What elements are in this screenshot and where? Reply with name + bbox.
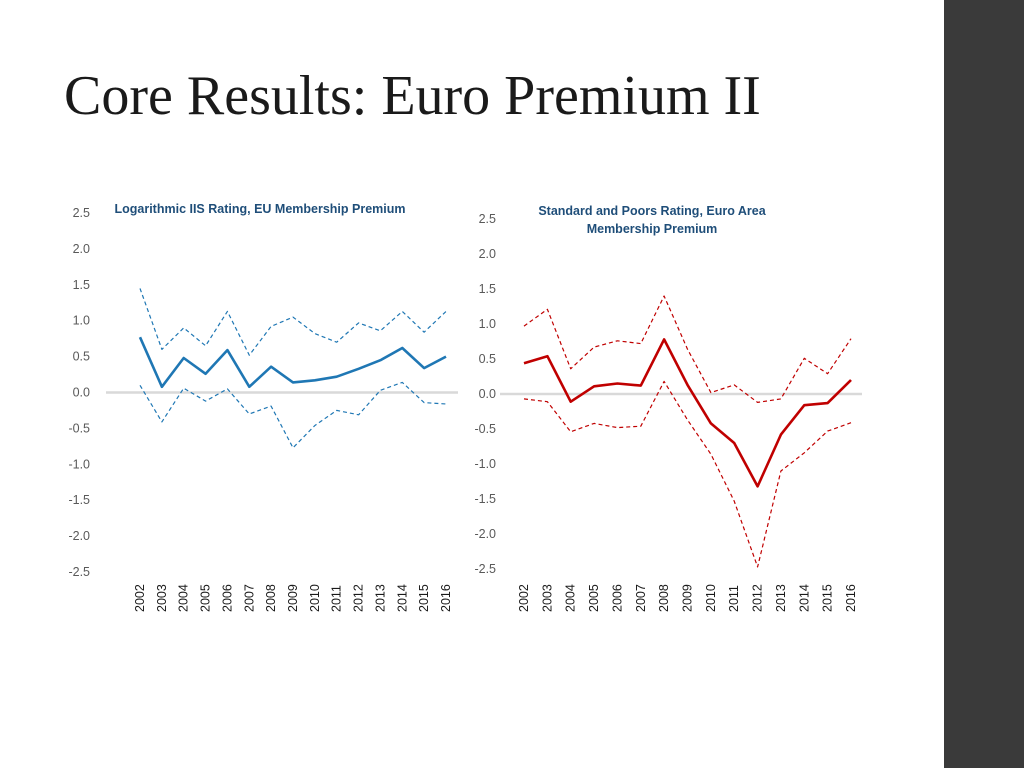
right-y-tick-label: 1.5 (479, 282, 496, 296)
left-y-tick-label: 2.5 (73, 206, 90, 220)
left-y-tick-label: 2.0 (73, 242, 90, 256)
left-x-tick-label: 2011 (330, 585, 344, 612)
right-x-tick-label: 2008 (657, 584, 671, 612)
right-y-tick-label: -0.5 (474, 422, 496, 436)
left-y-tick-label: 1.5 (73, 278, 90, 292)
left-x-tick-label: 2015 (417, 584, 431, 612)
right-x-tick-label: 2002 (517, 584, 531, 612)
left-x-tick-label: 2010 (308, 584, 322, 612)
left-y-tick-label: 0.0 (73, 386, 90, 400)
left-y-tick-label: 1.0 (73, 314, 90, 328)
right-x-tick-label: 2007 (634, 584, 648, 612)
right-x-tick-label: 2006 (610, 584, 624, 612)
right-y-tick-label: 2.5 (479, 212, 496, 226)
left-x-tick-label: 2016 (439, 584, 453, 612)
right-x-tick-label: 2005 (587, 584, 601, 612)
slide-sidebar (944, 0, 1024, 768)
right-y-tick-label: -1.5 (474, 492, 496, 506)
right-y-tick-label: -2.5 (474, 562, 496, 576)
left-chart-title-line: Logarithmic IIS Rating, EU Membership Pr… (114, 202, 405, 216)
right-x-tick-label: 2003 (540, 584, 554, 612)
right-y-tick-label: 1.0 (479, 317, 496, 331)
right-chart-title-line: Membership Premium (587, 222, 718, 236)
left-x-tick-label: 2009 (286, 584, 300, 612)
right-x-tick-label: 2014 (797, 584, 811, 612)
right-x-tick-label: 2004 (564, 584, 578, 612)
left-series-lower-line (139, 381, 447, 449)
left-y-tick-label: -1.0 (68, 457, 90, 471)
right-y-tick-label: 0.5 (479, 352, 496, 366)
right-x-tick-label: 2016 (844, 584, 858, 612)
right-x-tick-label: 2011 (727, 585, 741, 612)
chart-iis-eu-premium: Logarithmic IIS Rating, EU Membership Pr… (68, 202, 458, 612)
slide-title: Core Results: Euro Premium II (64, 65, 761, 127)
left-y-tick-label: -0.5 (68, 421, 90, 435)
right-x-tick-label: 2009 (681, 584, 695, 612)
right-y-tick-label: 2.0 (479, 247, 496, 261)
left-x-tick-label: 2013 (373, 584, 387, 612)
left-y-tick-label: -2.0 (68, 529, 90, 543)
left-x-tick-label: 2014 (395, 584, 409, 612)
left-x-tick-label: 2008 (264, 584, 278, 612)
left-x-tick-label: 2004 (177, 584, 191, 612)
left-x-tick-label: 2006 (220, 584, 234, 612)
left-x-tick-label: 2012 (352, 584, 366, 612)
left-series-upper-line (139, 288, 447, 356)
left-x-tick-label: 2007 (242, 584, 256, 612)
right-chart-title-line: Standard and Poors Rating, Euro Area (538, 204, 766, 218)
right-x-tick-label: 2010 (704, 584, 718, 612)
right-y-tick-label: -1.0 (474, 457, 496, 471)
right-y-tick-label: -2.0 (474, 527, 496, 541)
right-series-upper-line (523, 295, 852, 403)
left-y-tick-label: 0.5 (73, 350, 90, 364)
right-x-tick-label: 2012 (751, 584, 765, 612)
right-series-lower-line (523, 380, 852, 568)
left-y-tick-label: -1.5 (68, 493, 90, 507)
left-series-estimate-line (138, 336, 447, 389)
chart-sp-euro-area-premium: Standard and Poors Rating, Euro Area Memb… (474, 204, 862, 612)
left-y-tick-label: -2.5 (68, 565, 90, 579)
right-y-tick-label: 0.0 (479, 387, 496, 401)
right-series-estimate-line (523, 338, 852, 488)
left-x-tick-label: 2005 (199, 584, 213, 612)
left-x-tick-label: 2002 (133, 584, 147, 612)
right-x-tick-label: 2013 (774, 584, 788, 612)
right-x-tick-label: 2015 (821, 584, 835, 612)
left-x-tick-label: 2003 (155, 584, 169, 612)
